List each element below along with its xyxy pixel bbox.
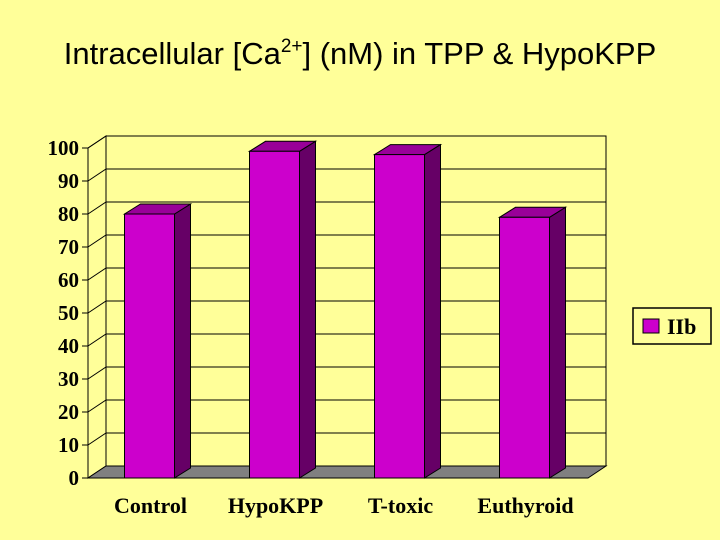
y-tick-label: 100: [48, 136, 80, 160]
legend-swatch: [642, 318, 660, 334]
bar-side: [549, 206, 566, 479]
y-tick-label: 10: [58, 433, 79, 457]
bar-control: [124, 213, 175, 479]
y-tick-label: 60: [58, 268, 79, 292]
y-tick-label: 90: [58, 169, 79, 193]
y-tick-label: 0: [69, 466, 80, 490]
bar-side: [299, 140, 316, 479]
y-tick-label: 80: [58, 202, 79, 226]
x-category-label: HypoKPP: [228, 493, 323, 518]
y-tick-label: 30: [58, 367, 79, 391]
y-tick-label: 70: [58, 235, 79, 259]
y-tick-label: 50: [58, 301, 79, 325]
legend-box: [632, 307, 712, 345]
x-category-label: Euthyroid: [477, 493, 573, 518]
title-superscript: 2+: [280, 36, 303, 57]
gridline: [87, 135, 606, 149]
title-rest: ] (nM) in TPP & HypoKPP: [302, 36, 657, 71]
slide-title: Intracellular [Ca2+] (nM) in TPP & HypoK…: [0, 36, 720, 72]
title-main: Intracellular [Ca: [63, 36, 281, 71]
y-tick-label: 40: [58, 334, 79, 358]
bar-side: [424, 143, 441, 479]
bar-side: [174, 203, 191, 479]
x-category-label: Control: [114, 493, 187, 518]
bar-t-toxic: [374, 154, 425, 479]
bar-hypokpp: [249, 150, 300, 479]
legend-label: IIb: [667, 314, 696, 339]
x-category-label: T-toxic: [368, 493, 433, 518]
bar-euthyroid: [499, 216, 550, 479]
y-tick-label: 20: [58, 400, 79, 424]
